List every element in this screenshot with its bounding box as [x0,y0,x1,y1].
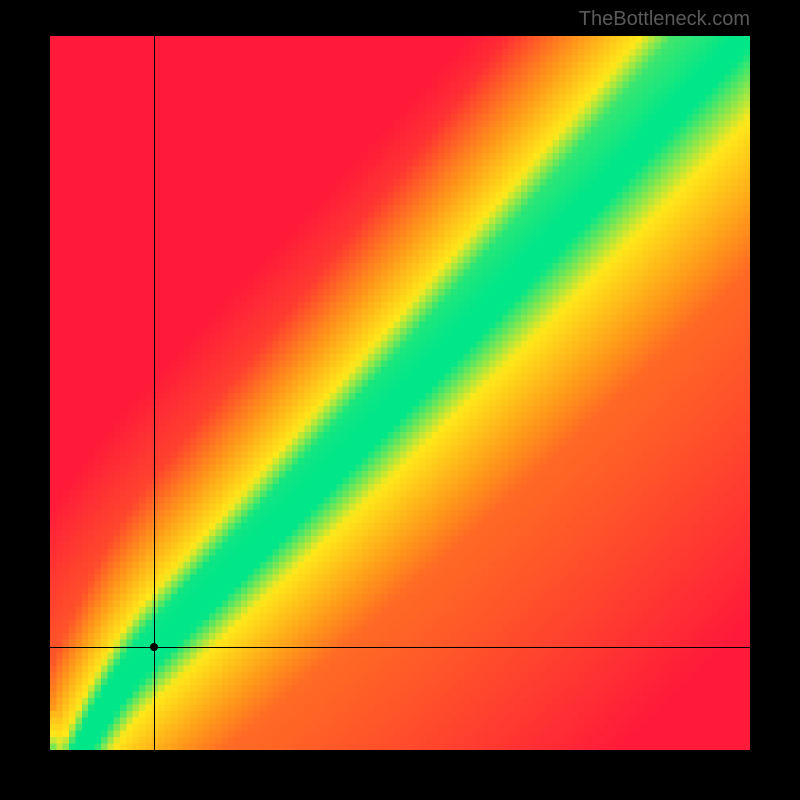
watermark-text: TheBottleneck.com [579,8,750,31]
heatmap-plot [50,36,750,750]
crosshair-marker [150,643,158,651]
